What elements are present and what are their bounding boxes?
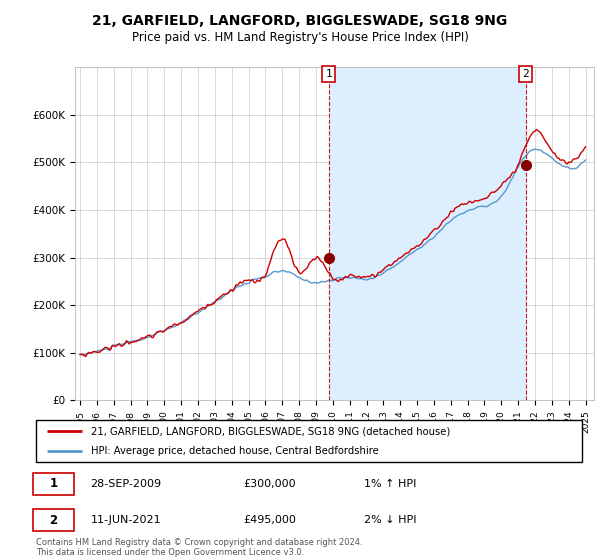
Text: £300,000: £300,000 [244, 479, 296, 489]
Text: 1: 1 [49, 477, 58, 490]
Text: 1% ↑ HPI: 1% ↑ HPI [364, 479, 416, 489]
Text: 2% ↓ HPI: 2% ↓ HPI [364, 515, 416, 525]
Text: 11-JUN-2021: 11-JUN-2021 [91, 515, 161, 525]
Text: 2: 2 [522, 69, 529, 79]
Text: 21, GARFIELD, LANGFORD, BIGGLESWADE, SG18 9NG (detached house): 21, GARFIELD, LANGFORD, BIGGLESWADE, SG1… [91, 426, 450, 436]
Text: HPI: Average price, detached house, Central Bedfordshire: HPI: Average price, detached house, Cent… [91, 446, 379, 456]
Text: 2: 2 [49, 514, 58, 526]
Bar [329, 67, 526, 400]
Text: 28-SEP-2009: 28-SEP-2009 [91, 479, 162, 489]
Text: 21, GARFIELD, LANGFORD, BIGGLESWADE, SG18 9NG: 21, GARFIELD, LANGFORD, BIGGLESWADE, SG1… [92, 14, 508, 28]
Text: 1: 1 [325, 69, 332, 79]
Text: £495,000: £495,000 [244, 515, 296, 525]
Text: Price paid vs. HM Land Registry's House Price Index (HPI): Price paid vs. HM Land Registry's House … [131, 31, 469, 44]
Text: Contains HM Land Registry data © Crown copyright and database right 2024.
This d: Contains HM Land Registry data © Crown c… [36, 538, 362, 557]
FancyBboxPatch shape [33, 473, 74, 495]
FancyBboxPatch shape [33, 509, 74, 531]
